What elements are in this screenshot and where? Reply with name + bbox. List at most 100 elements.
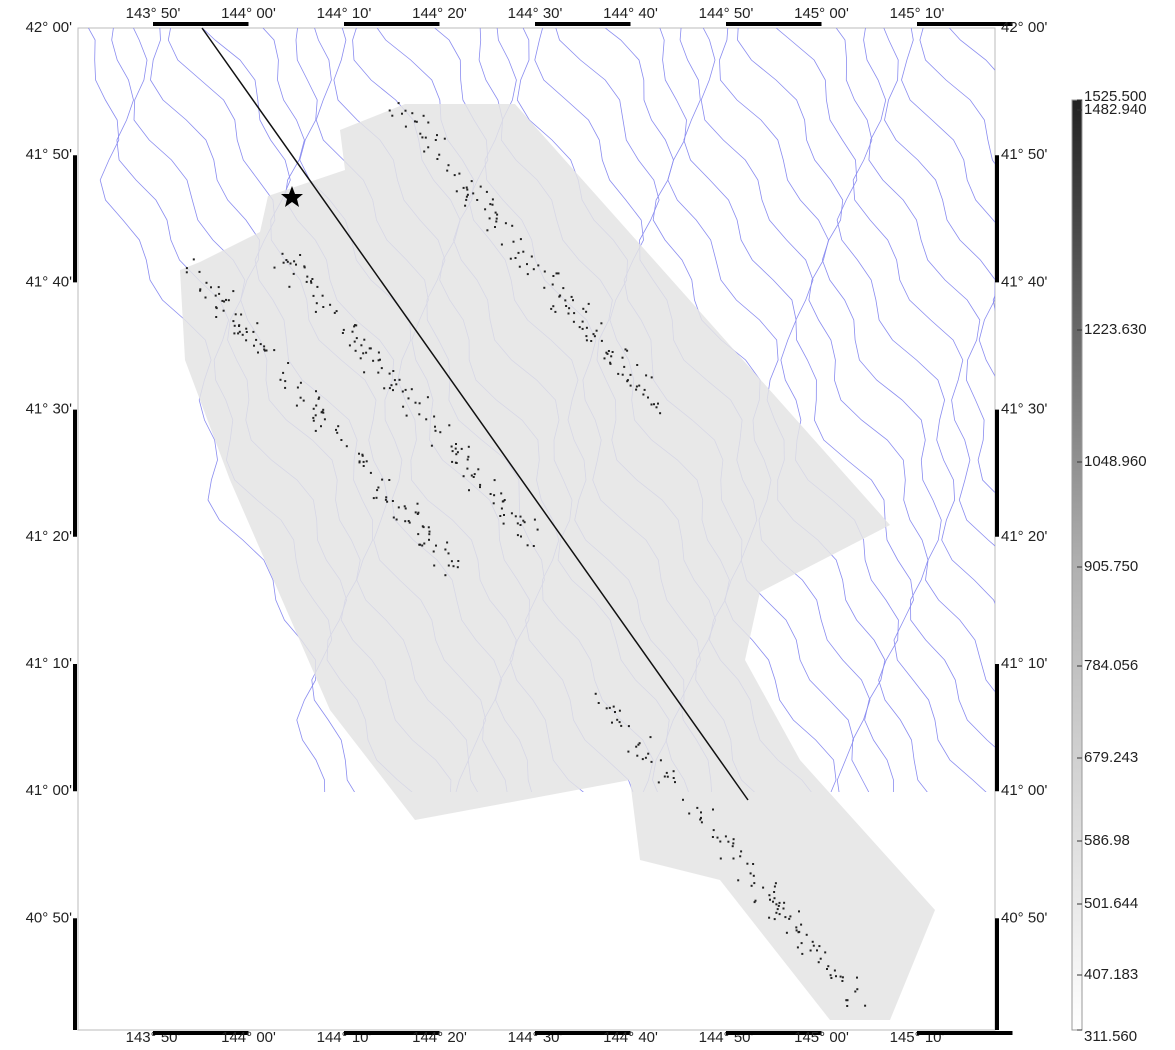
speckle bbox=[266, 350, 268, 352]
speckle bbox=[479, 484, 481, 486]
speckle bbox=[186, 267, 188, 269]
speckle bbox=[595, 693, 597, 695]
speckle bbox=[363, 465, 365, 467]
speckle bbox=[228, 299, 230, 301]
speckle bbox=[342, 332, 344, 334]
speckle bbox=[405, 110, 407, 112]
speckle bbox=[389, 373, 391, 375]
speckle bbox=[816, 949, 818, 951]
speckle bbox=[636, 364, 638, 366]
speckle bbox=[381, 367, 383, 369]
speckle bbox=[651, 404, 653, 406]
speckle bbox=[245, 339, 247, 341]
speckle bbox=[847, 999, 849, 1001]
speckle bbox=[428, 539, 430, 541]
speckle bbox=[719, 841, 721, 843]
speckle bbox=[750, 872, 752, 874]
speckle bbox=[620, 725, 622, 727]
speckle bbox=[391, 384, 393, 386]
speckle bbox=[238, 324, 240, 326]
speckle bbox=[444, 574, 446, 576]
speckle bbox=[732, 845, 734, 847]
speckle bbox=[399, 379, 401, 381]
speckle bbox=[777, 908, 779, 910]
speckle bbox=[360, 344, 362, 346]
speckle bbox=[221, 300, 223, 302]
speckle bbox=[752, 863, 754, 865]
speckle bbox=[600, 322, 602, 324]
speckle bbox=[316, 286, 318, 288]
speckle bbox=[263, 345, 265, 347]
speckle bbox=[414, 120, 416, 122]
speckle bbox=[466, 196, 468, 198]
speckle bbox=[762, 887, 764, 889]
speckle bbox=[280, 379, 282, 381]
speckle bbox=[423, 543, 425, 545]
speckle bbox=[335, 429, 337, 431]
speckle bbox=[334, 312, 336, 314]
top-longitude-label: 144° 20' bbox=[412, 5, 467, 22]
colorbar-label: 1482.940 bbox=[1084, 101, 1147, 118]
speckle bbox=[666, 772, 668, 774]
speckle bbox=[451, 461, 453, 463]
speckle bbox=[522, 251, 524, 253]
speckle bbox=[457, 560, 459, 562]
right-latitude-label: 41° 40' bbox=[1001, 273, 1048, 290]
speckle bbox=[499, 515, 501, 517]
speckle bbox=[455, 443, 457, 445]
speckle bbox=[783, 902, 785, 904]
speckle bbox=[303, 400, 305, 402]
speckle bbox=[511, 512, 513, 514]
speckle bbox=[386, 501, 388, 503]
speckle bbox=[622, 357, 624, 359]
right-latitude-label: 41° 00' bbox=[1001, 782, 1048, 799]
speckle bbox=[824, 951, 826, 953]
speckle bbox=[296, 405, 298, 407]
colorbar-label: 586.98 bbox=[1084, 832, 1130, 849]
speckle bbox=[337, 425, 339, 427]
speckle bbox=[273, 349, 275, 351]
speckle bbox=[336, 310, 338, 312]
speckle bbox=[394, 379, 396, 381]
speckle bbox=[810, 950, 812, 952]
speckle bbox=[392, 370, 394, 372]
top-longitude-label: 144° 00' bbox=[221, 5, 276, 22]
speckle bbox=[310, 280, 312, 282]
speckle bbox=[428, 533, 430, 535]
colorbar bbox=[1072, 100, 1082, 1030]
speckle bbox=[610, 355, 612, 357]
speckle bbox=[466, 189, 468, 191]
left-latitude-label: 41° 10' bbox=[26, 655, 73, 672]
speckle bbox=[465, 199, 467, 201]
speckle bbox=[393, 517, 395, 519]
colorbar-label: 905.750 bbox=[1084, 558, 1138, 575]
speckle bbox=[235, 313, 237, 315]
speckle bbox=[527, 544, 529, 546]
speckle bbox=[673, 770, 675, 772]
speckle bbox=[659, 412, 661, 414]
speckle bbox=[455, 453, 457, 455]
speckle bbox=[484, 208, 486, 210]
right-latitude-label: 41° 30' bbox=[1001, 401, 1048, 418]
speckle bbox=[682, 799, 684, 801]
speckle bbox=[588, 303, 590, 305]
speckle bbox=[255, 339, 257, 341]
speckle bbox=[834, 970, 836, 972]
speckle bbox=[635, 746, 637, 748]
speckle bbox=[451, 446, 453, 448]
speckle bbox=[856, 977, 858, 979]
speckle bbox=[642, 758, 644, 760]
speckle bbox=[515, 257, 517, 259]
speckle bbox=[520, 524, 522, 526]
speckle bbox=[713, 829, 715, 831]
speckle bbox=[354, 341, 356, 343]
colorbar-label: 501.644 bbox=[1084, 895, 1138, 912]
speckle bbox=[418, 413, 420, 415]
speckle bbox=[315, 430, 317, 432]
speckle bbox=[388, 479, 390, 481]
speckle bbox=[405, 126, 407, 128]
speckle bbox=[650, 736, 652, 738]
speckle bbox=[517, 522, 519, 524]
speckle bbox=[372, 360, 374, 362]
speckle bbox=[316, 302, 318, 304]
